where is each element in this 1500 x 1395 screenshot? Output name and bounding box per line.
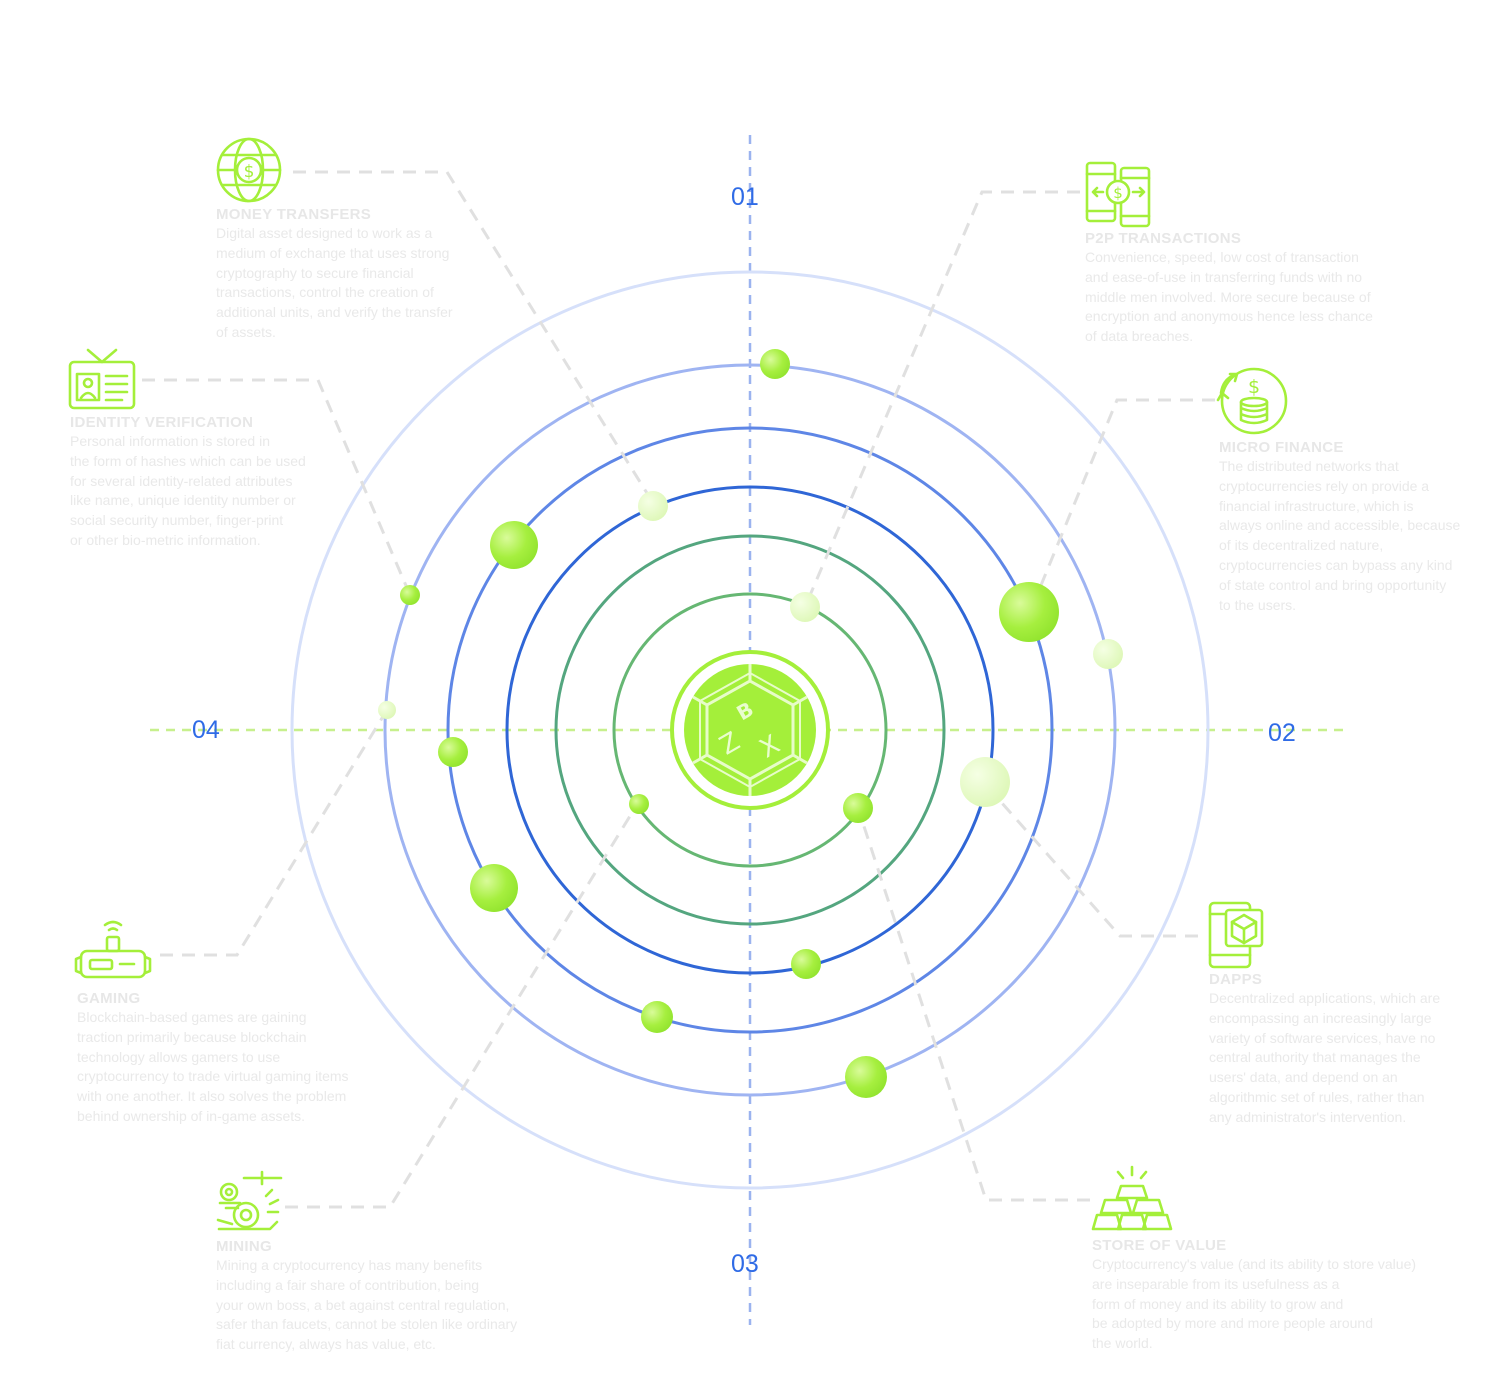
- info-title: MINING: [216, 1238, 272, 1255]
- info-title: STORE OF VALUE: [1092, 1237, 1227, 1254]
- orb: [470, 864, 518, 912]
- info-store-of-value: STORE OF VALUE Cryptocurrency's value (a…: [1092, 1237, 1472, 1354]
- info-mining: MINING Mining a cryptocurrency has many …: [216, 1238, 566, 1355]
- id-card-icon: [68, 348, 136, 410]
- connector-p2p: [803, 190, 1080, 608]
- info-dapps: DAPPS Decentralized applications, which …: [1209, 971, 1494, 1128]
- coin-stack-icon: $: [1216, 367, 1288, 435]
- svg-text:$: $: [1113, 184, 1123, 202]
- ring-outer: [290, 270, 1210, 1190]
- connector-money-transfers: [293, 170, 657, 507]
- info-description: Blockchain-based games are gaining tract…: [77, 1009, 349, 1124]
- orb: [1093, 639, 1123, 669]
- orb: [760, 349, 790, 379]
- info-title: IDENTITY VERIFICATION: [70, 414, 254, 431]
- orb: [845, 1056, 887, 1098]
- info-title: DAPPS: [1209, 971, 1263, 988]
- connector-mining: [285, 802, 640, 1209]
- info-identity-verification: IDENTITY VERIFICATION Personal informati…: [70, 414, 360, 551]
- info-title: P2P TRANSACTIONS: [1085, 230, 1242, 247]
- connector-dapps: [983, 783, 1198, 938]
- p2p-phones-icon: $: [1085, 161, 1151, 228]
- orbs: [378, 349, 1123, 1098]
- orb: [638, 491, 668, 521]
- svg-text:$: $: [244, 162, 255, 182]
- orb: [629, 794, 649, 814]
- info-description: Personal information is stored in the fo…: [70, 433, 306, 548]
- info-description: Digital asset designed to work as a medi…: [216, 225, 453, 340]
- ring-2: [554, 534, 946, 926]
- info-title: MICRO FINANCE: [1219, 439, 1344, 456]
- gold-bars-icon: [1091, 1165, 1173, 1231]
- axis-label-03: 03: [731, 1250, 759, 1278]
- info-title: MONEY TRANSFERS: [216, 206, 372, 223]
- orb: [641, 1001, 673, 1033]
- orbit-rings: [290, 270, 1210, 1190]
- axis-label-01: 01: [731, 183, 759, 211]
- orb: [438, 737, 468, 767]
- connectors: [142, 170, 1215, 1209]
- info-description: Decentralized applications, which are en…: [1209, 990, 1441, 1125]
- ring-5: [383, 363, 1117, 1097]
- info-description: Mining a cryptocurrency has many benefit…: [216, 1257, 518, 1353]
- connector-gaming: [160, 709, 389, 957]
- vr-headset-icon: [74, 920, 152, 979]
- center-logo: B Z X: [670, 650, 830, 810]
- orb: [400, 585, 420, 605]
- globe-dollar-icon: $: [216, 137, 282, 203]
- info-money-transfers: MONEY TRANSFERS Digital asset designed t…: [216, 206, 496, 343]
- orb: [490, 521, 538, 569]
- orb: [843, 793, 873, 823]
- axis-label-02: 02: [1268, 719, 1296, 747]
- info-title: GAMING: [77, 990, 141, 1007]
- info-gaming: GAMING Blockchain-based games are gainin…: [77, 990, 397, 1127]
- mobile-cube-icon: [1208, 901, 1264, 969]
- svg-text:$: $: [1248, 376, 1260, 398]
- info-p2p-transactions: P2P TRANSACTIONS Convenience, speed, low…: [1085, 230, 1415, 347]
- axis-label-04: 04: [192, 716, 220, 744]
- info-description: Cryptocurrency's value (and its ability …: [1092, 1256, 1417, 1352]
- connector-micro-finance: [1028, 398, 1215, 613]
- orb: [999, 582, 1059, 642]
- ring-3: [505, 485, 995, 975]
- connector-identity-verification: [142, 378, 412, 596]
- orb: [791, 949, 821, 979]
- ring-4: [446, 426, 1054, 1034]
- ring-1: [612, 592, 888, 868]
- orb: [378, 701, 396, 719]
- orb: [790, 592, 820, 622]
- connector-store-of-value: [856, 807, 1090, 1202]
- info-description: The distributed networks that cryptocurr…: [1219, 458, 1461, 613]
- info-description: Convenience, speed, low cost of transact…: [1085, 249, 1373, 345]
- orb: [960, 757, 1010, 807]
- mining-pickaxe-icon: [216, 1170, 283, 1231]
- info-micro-finance: MICRO FINANCE The distributed networks t…: [1219, 439, 1494, 615]
